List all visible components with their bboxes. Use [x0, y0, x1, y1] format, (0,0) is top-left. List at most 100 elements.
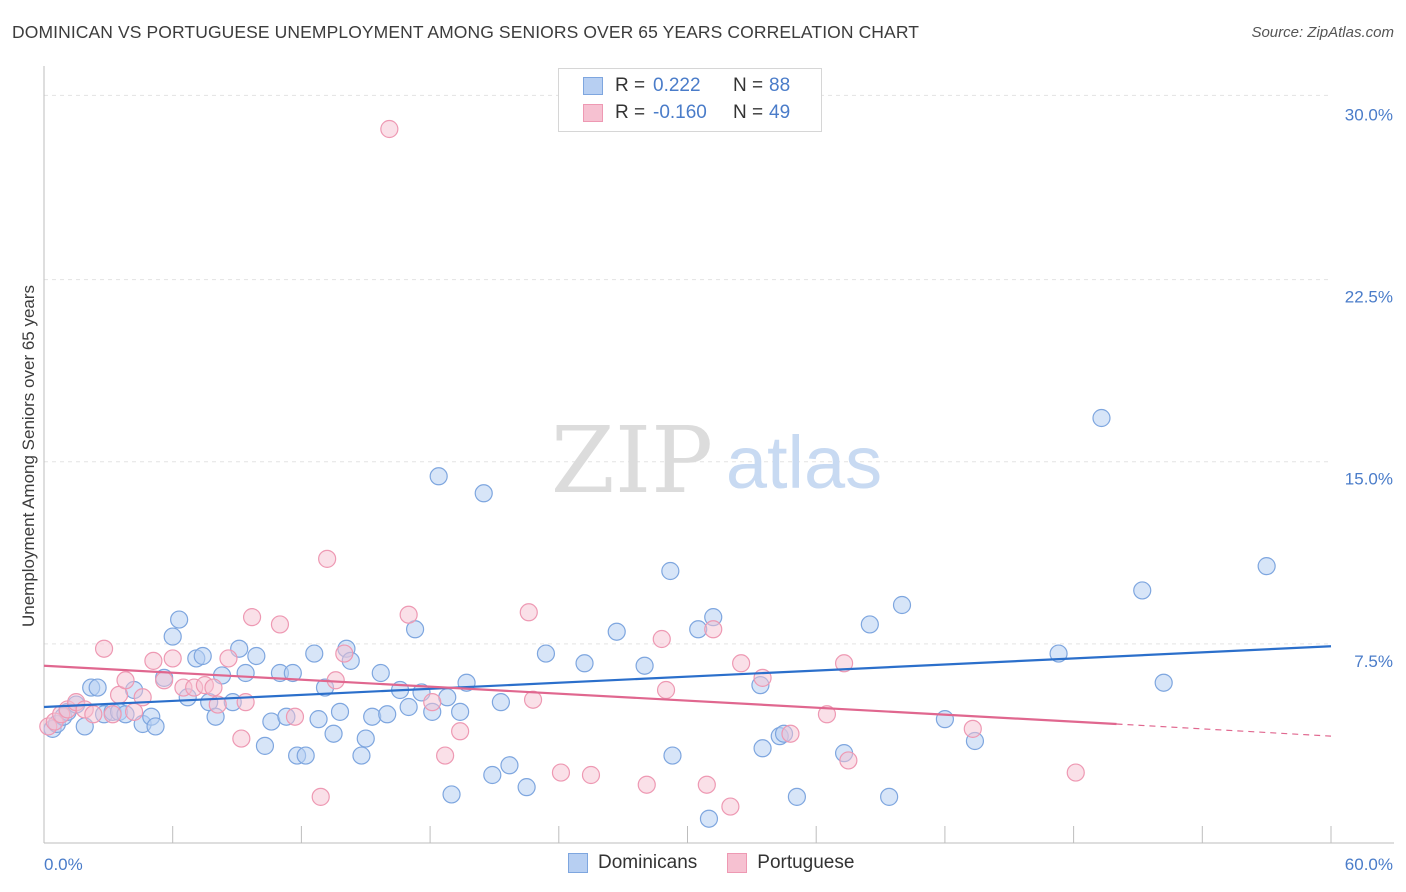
- dominicans-point: [309, 710, 328, 729]
- portuguese-point: [436, 746, 455, 765]
- portuguese-point: [103, 705, 122, 724]
- dominicans-point: [399, 697, 418, 717]
- portuguese-point: [163, 649, 182, 668]
- legend-swatch-dominicans: [583, 77, 603, 95]
- x-tick-label: 0.0%: [44, 855, 83, 874]
- y-tick-label: 30.0%: [1345, 105, 1393, 124]
- dominicans-point: [324, 724, 343, 743]
- legend-r-label: R =: [615, 102, 646, 123]
- portuguese-point: [963, 719, 982, 738]
- dominicans-point: [330, 702, 350, 721]
- source-label: Source: ZipAtlas.com: [1251, 24, 1394, 41]
- legend-r-value: -0.160: [653, 102, 707, 123]
- portuguese-point: [380, 119, 399, 139]
- y-tick-label: 7.5%: [1354, 652, 1393, 671]
- portuguese-point: [839, 751, 858, 770]
- dominicans-point: [753, 739, 772, 758]
- dominicans-trend-line: [43, 645, 1332, 709]
- portuguese-point: [242, 608, 262, 627]
- dominicans-point: [1154, 673, 1173, 692]
- watermark: ZIP atlas: [551, 407, 882, 514]
- dominicans-point: [663, 746, 682, 765]
- dominicans-point: [451, 702, 470, 721]
- legend-n-label: N =: [733, 75, 764, 96]
- dominicans-point: [429, 467, 448, 486]
- dominicans-point: [787, 787, 806, 806]
- portuguese-point: [834, 654, 854, 673]
- chart-title: DOMINICAN VS PORTUGUESE UNEMPLOYMENT AMO…: [12, 22, 920, 42]
- legend-row-dominicans: R = 0.222 N = 88: [583, 73, 790, 99]
- portuguese-point: [704, 620, 723, 639]
- dominicans-point: [88, 678, 107, 697]
- dominicans-point: [262, 712, 281, 731]
- dominicans-point: [575, 654, 594, 673]
- dominicans-point: [170, 610, 189, 629]
- portuguese-point: [208, 695, 227, 714]
- portuguese-point: [219, 649, 238, 668]
- legend-label-dominicans: Dominicans: [598, 852, 698, 873]
- portuguese-point: [519, 603, 538, 622]
- portuguese-point: [781, 724, 800, 743]
- legend-row-portuguese: R = -0.160 N = 49: [583, 100, 790, 126]
- dominicans-point: [1257, 557, 1276, 576]
- dominicans-point: [1049, 644, 1068, 663]
- dominicans-point: [283, 663, 302, 683]
- legend-r-label: R =: [615, 75, 646, 96]
- dominicans-point: [255, 736, 275, 755]
- dominicans-point: [607, 622, 626, 641]
- legend-swatch-dominicans: [568, 853, 588, 873]
- dominicans-point: [491, 693, 510, 712]
- dominicans-point: [363, 707, 382, 726]
- portuguese-point: [84, 705, 103, 724]
- legend-n-label: N =: [733, 102, 764, 123]
- legend-label-portuguese: Portuguese: [757, 852, 855, 873]
- portuguese-point: [581, 765, 601, 785]
- legend-n-value: 88: [769, 75, 791, 96]
- dominicans-point: [146, 717, 165, 736]
- portuguese-point: [817, 705, 837, 724]
- dominicans-point: [483, 765, 502, 785]
- dominicans-point: [536, 644, 556, 663]
- y-tick-label: 15.0%: [1345, 470, 1393, 489]
- legend-r-value: 0.222: [653, 75, 701, 96]
- dominicans-point: [438, 688, 457, 707]
- portuguese-point: [144, 651, 163, 670]
- tick-labels: 7.5% 15.0% 22.5% 30.0% 0.0% 60.0%: [44, 105, 1393, 874]
- correlation-legend: R = 0.222 N = 88 R = -0.160 N = 49: [558, 68, 822, 132]
- dominicans-point: [193, 646, 212, 666]
- portuguese-point: [285, 707, 305, 726]
- portuguese-point: [656, 680, 676, 700]
- dominicans-point: [352, 746, 371, 765]
- dominicans-point: [880, 787, 899, 806]
- dominicans-point: [163, 627, 182, 646]
- portuguese-point: [270, 615, 290, 634]
- series-legend: Dominicans Portuguese: [568, 852, 884, 874]
- y-axis-title: Unemployment Among Seniors over 65 years: [19, 285, 38, 627]
- dominicans-point: [378, 705, 397, 724]
- dominicans-point: [661, 561, 680, 581]
- watermark-zip: ZIP: [551, 407, 713, 514]
- dominicans-point: [236, 663, 255, 683]
- dominicans-point: [356, 729, 375, 748]
- legend-item-portuguese[interactable]: Portuguese: [727, 852, 854, 874]
- portuguese-point: [318, 549, 337, 568]
- portuguese-point: [335, 644, 354, 663]
- portuguese-point: [94, 639, 114, 658]
- portuguese-point: [204, 678, 223, 697]
- dominicans-point: [860, 615, 879, 634]
- dominicans-point: [305, 644, 324, 663]
- dominicans-point: [296, 746, 315, 765]
- dominicans-point: [699, 809, 719, 828]
- dominicans-point: [247, 646, 266, 666]
- dominicans-point: [1133, 581, 1152, 600]
- dominicans-point: [500, 756, 519, 775]
- portuguese-point: [1066, 763, 1085, 782]
- portuguese-point: [697, 775, 716, 794]
- portuguese-point: [551, 763, 571, 782]
- dominicans-point: [371, 663, 390, 683]
- dominicans-point: [517, 778, 536, 797]
- legend-item-dominicans[interactable]: Dominicans: [568, 852, 697, 874]
- portuguese-point: [732, 654, 751, 673]
- portuguese-point: [311, 787, 330, 806]
